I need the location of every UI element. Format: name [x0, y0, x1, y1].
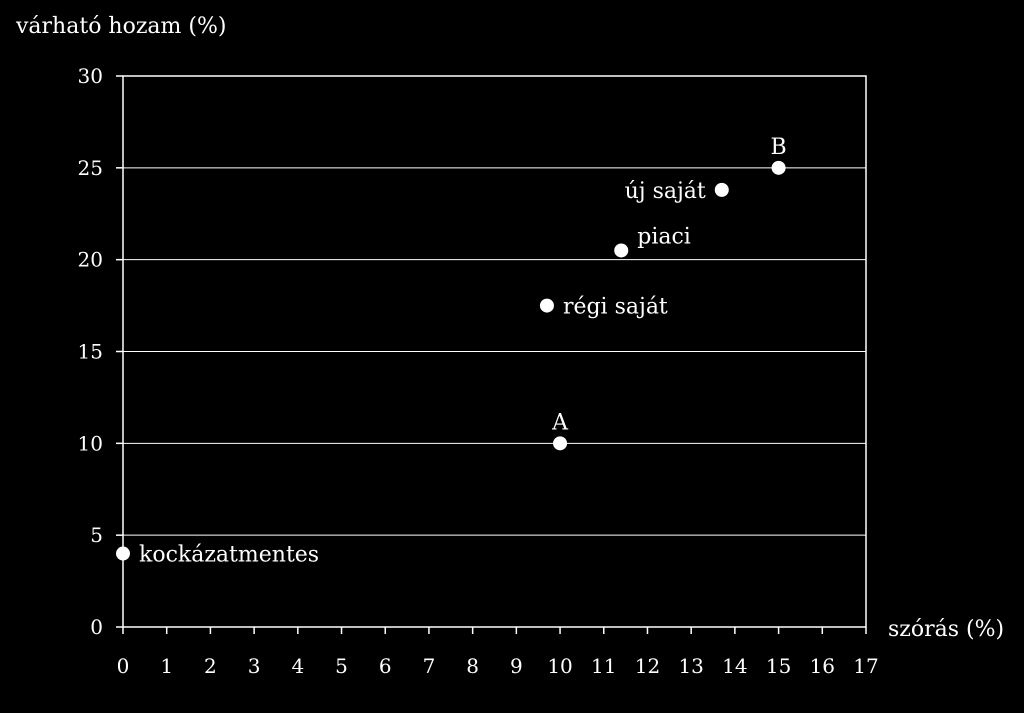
x-axis-title: szórás (%) [888, 617, 1004, 642]
x-tick-label: 2 [204, 654, 217, 678]
y-tick-label: 20 [78, 248, 103, 272]
x-tick-label: 15 [766, 654, 791, 678]
x-tick-label: 14 [722, 654, 747, 678]
x-tick-label: 5 [335, 654, 348, 678]
data-point-label: piaci [637, 224, 691, 249]
x-tick-label: 3 [248, 654, 261, 678]
data-point-label: B [771, 135, 787, 160]
x-tick-label: 10 [547, 654, 572, 678]
y-axis-title: várható hozam (%) [15, 14, 226, 39]
x-tick-label: 1 [160, 654, 173, 678]
y-tick-label: 15 [78, 340, 103, 364]
x-tick-label: 17 [853, 654, 878, 678]
gridlines [123, 167, 866, 536]
data-point [539, 298, 554, 313]
data-point [714, 182, 729, 197]
y-tick-label: 5 [90, 523, 103, 547]
y-tick-label: 10 [78, 431, 103, 455]
x-tick-label: 0 [117, 654, 130, 678]
data-point-label: új saját [625, 179, 706, 204]
x-tick-label: 16 [810, 654, 835, 678]
y-tick-label: 25 [78, 156, 103, 180]
x-tick-label: 12 [635, 654, 660, 678]
x-axis-ticks: 0 1 2 3 4 5 6 7 8 9 10 11 12 13 14 15 16 17 [117, 627, 879, 678]
data-point-label: kockázatmentes [139, 543, 319, 568]
y-tick-label: 0 [90, 615, 103, 639]
y-axis-ticks: 0 5 10 15 20 25 30 [78, 64, 123, 639]
x-tick-label: 8 [466, 654, 479, 678]
x-tick-label: 6 [379, 654, 392, 678]
data-point [614, 243, 629, 258]
data-point-label: régi saját [563, 295, 668, 320]
x-tick-label: 4 [291, 654, 304, 678]
y-tick-label: 30 [78, 64, 103, 88]
x-tick-label: 7 [423, 654, 436, 678]
x-tick-label: 13 [678, 654, 703, 678]
data-point [116, 546, 130, 561]
x-tick-label: 9 [510, 654, 523, 678]
x-tick-label: 11 [591, 654, 616, 678]
data-point [553, 436, 568, 451]
data-point [771, 160, 786, 175]
data-point-label: A [551, 410, 569, 435]
